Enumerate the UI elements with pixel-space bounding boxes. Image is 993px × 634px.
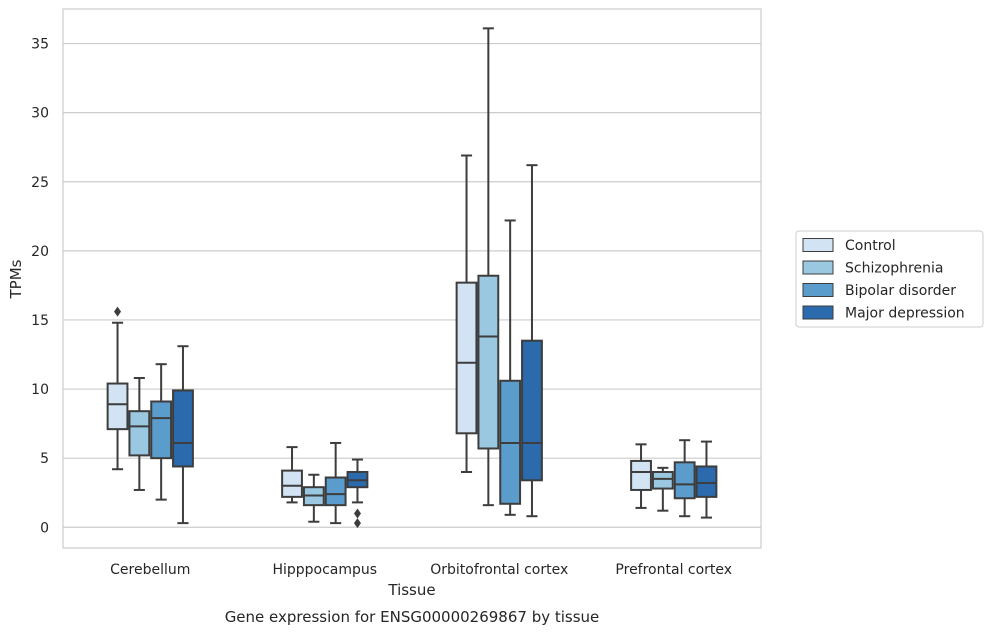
box-iqr <box>455 281 478 435</box>
x-tick-labels: Cerebellum Hipppocampus Orbitofrontal cort… <box>110 562 732 578</box>
legend-swatch <box>802 238 834 252</box>
box-bipolar-disorder <box>150 363 173 501</box>
y-tick-label: 35 <box>31 37 49 53</box>
y-tick-label: 25 <box>31 175 49 191</box>
x-tick-label: Cerebellum <box>110 562 190 578</box>
box-control <box>630 443 652 509</box>
legend-items: Control Schizophrenia Bipolar disorder Majo… <box>802 238 965 322</box>
box-bipolar-disorder <box>324 441 347 525</box>
legend-swatch <box>802 283 834 297</box>
y-tick-label: 30 <box>31 106 49 122</box>
y-tick-label: 10 <box>31 382 49 398</box>
legend-swatch <box>802 260 834 275</box>
legend-label: Schizophrenia <box>845 261 943 277</box>
box-iqr <box>128 410 151 457</box>
legend-label: Major depression <box>845 306 965 322</box>
box-iqr <box>281 469 303 498</box>
y-axis-label: TPMs <box>7 259 25 299</box>
box-schizophrenia <box>302 473 325 523</box>
box-groups <box>106 27 718 529</box>
box-bipolar-disorder <box>499 219 522 516</box>
y-tick-labels: 0 5 10 15 20 25 30 35 <box>31 37 49 537</box>
x-axis-label: Tissue <box>387 581 435 599</box>
box-schizophrenia <box>128 377 151 491</box>
outlier-point <box>353 508 361 519</box>
x-tick-label: Orbitofrontal cortex <box>430 562 568 578</box>
y-tick-label: 20 <box>31 244 49 260</box>
box-iqr <box>172 389 194 468</box>
chart-caption: Gene expression for ENSG00000269867 by t… <box>225 608 600 626</box>
box-iqr <box>106 382 129 431</box>
x-tick-label: Hipppocampus <box>272 562 377 578</box>
box-major-depression <box>521 164 543 518</box>
legend: Control Schizophrenia Bipolar disorder Majo… <box>795 230 984 328</box>
box-control <box>455 154 478 473</box>
plot-background <box>63 9 761 548</box>
legend-label: Control <box>845 238 896 254</box>
plot-frame <box>62 8 762 549</box>
y-tick-label: 0 <box>40 520 49 536</box>
box-iqr <box>695 465 718 498</box>
box-control <box>281 446 303 504</box>
box-iqr <box>630 459 652 491</box>
box-major-depression <box>172 345 194 525</box>
box-iqr <box>673 461 696 500</box>
box-control <box>106 306 129 471</box>
y-tick-label: 15 <box>31 313 49 329</box>
box-schizophrenia <box>477 27 500 507</box>
box-bipolar-disorder <box>673 439 696 518</box>
legend-swatch <box>802 305 834 320</box>
legend-frame <box>795 230 984 328</box>
box-major-depression <box>695 440 718 519</box>
outlier-point <box>353 518 361 529</box>
x-tick-label: Prefrontal cortex <box>615 562 732 578</box>
box-iqr <box>521 339 543 482</box>
legend-label: Bipolar disorder <box>845 283 956 299</box>
box-iqr <box>150 400 173 460</box>
box-schizophrenia <box>651 466 674 512</box>
box-iqr <box>651 470 674 490</box>
y-tick-label: 5 <box>40 451 49 467</box>
outlier-point <box>114 306 122 317</box>
box-major-depression <box>346 458 369 529</box>
box-iqr <box>477 274 500 450</box>
box-iqr <box>324 476 347 507</box>
